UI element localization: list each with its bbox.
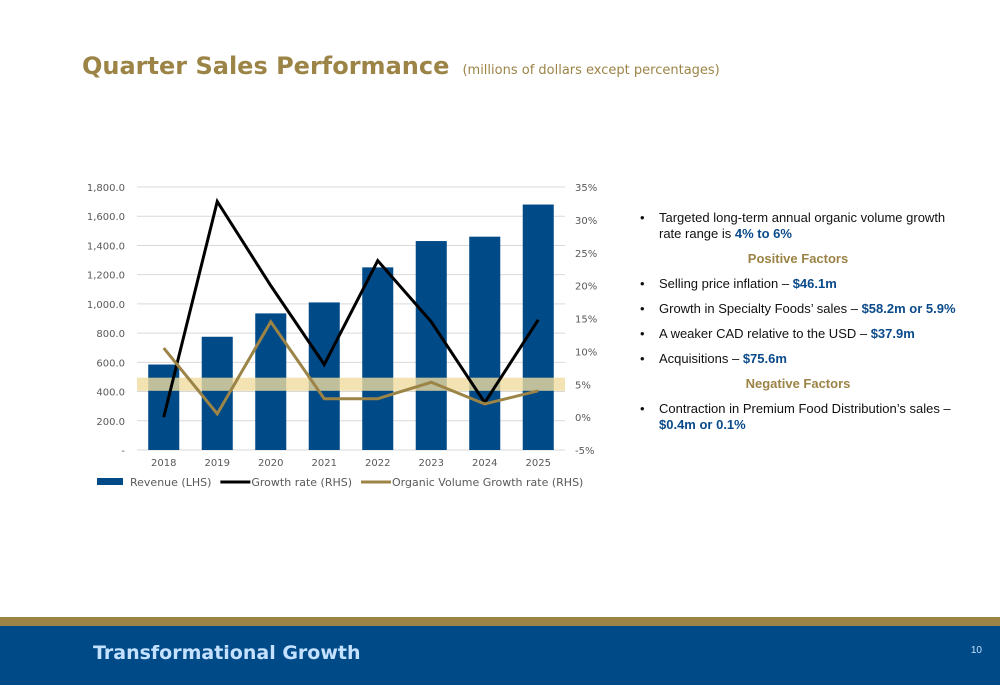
bullet-specialty-foods: • Growth in Specialty Foods’ sales – $58… <box>640 301 956 316</box>
legend-swatch <box>97 478 123 485</box>
revenue-bar <box>362 267 394 450</box>
right-axis-tick-label: 5% <box>575 380 591 391</box>
left-axis-tick-label: 1,400.0 <box>87 241 125 252</box>
bullet-target-range: • Targeted long-term annual organic volu… <box>640 210 946 241</box>
left-axis-tick-label: 800.0 <box>96 329 125 340</box>
x-axis-tick-label: 2019 <box>205 458 230 469</box>
right-axis-tick-label: -5% <box>575 446 594 457</box>
organic-growth-line <box>162 318 539 417</box>
x-axis-tick-label: 2022 <box>365 458 390 469</box>
legend-label: Organic Volume Growth rate (RHS) <box>392 476 583 489</box>
right-axis-tick-label: 10% <box>575 347 597 358</box>
left-axis-tick-label: 1,800.0 <box>87 183 125 194</box>
left-axis-tick-label: 600.0 <box>96 358 125 369</box>
footer-title: Transformational Growth <box>93 642 361 664</box>
page-number: 10 <box>970 645 982 656</box>
revenue-bar <box>469 236 501 450</box>
x-axis-tick-label: 2020 <box>258 458 283 469</box>
legend-label: Revenue (LHS) <box>130 476 211 489</box>
left-axis-tick-label: 400.0 <box>96 388 125 399</box>
target-range-band <box>137 377 565 391</box>
revenue-bar <box>308 302 340 450</box>
commentary-panel: • Targeted long-term annual organic volu… <box>638 210 958 442</box>
growth-rate-line <box>162 197 540 418</box>
title-block: Quarter Sales Performance (millions of d… <box>82 52 720 80</box>
x-axis-tick-label: 2025 <box>526 458 551 469</box>
x-axis-tick-label: 2021 <box>312 458 337 469</box>
right-axis-tick-label: 15% <box>575 315 597 326</box>
right-axis-tick-label: 20% <box>575 282 597 293</box>
revenue-bar <box>415 241 447 450</box>
negative-factors-heading: Negative Factors <box>745 376 851 391</box>
left-axis-tick-label: 1,200.0 <box>87 271 125 282</box>
x-axis-tick-label: 2023 <box>419 458 444 469</box>
left-axis-tick-label: 200.0 <box>96 417 125 428</box>
revenue-bar <box>522 204 554 450</box>
right-axis-tick-label: 30% <box>575 216 597 227</box>
bullet-weaker-cad: • A weaker CAD relative to the USD – $37… <box>640 326 915 341</box>
sales-chart: - 200.0 400.0 600.0 800.0 1,000.0 1,200.0 1,400… <box>87 183 597 489</box>
page-subtitle: (millions of dollars except percentages) <box>462 63 720 78</box>
right-axis-tick-label: 0% <box>575 413 591 424</box>
bullet-premium-food-contraction: • Contraction in Premium Food Distributi… <box>640 401 951 432</box>
footer-bar: Transformational Growth 10 <box>0 626 1000 685</box>
page-title: Quarter Sales Performance <box>82 52 450 80</box>
left-axis-tick-label: 1,600.0 <box>87 212 125 223</box>
right-axis-tick-label: 25% <box>575 249 597 260</box>
left-axis-tick-label: - <box>121 446 125 457</box>
footer-accent-band <box>0 617 1000 626</box>
right-axis-tick-label: 35% <box>575 183 597 194</box>
x-axis-tick-label: 2024 <box>472 458 497 469</box>
positive-factors-heading: Positive Factors <box>747 251 849 266</box>
left-axis-tick-label: 1,000.0 <box>87 300 125 311</box>
legend-label: Growth rate (RHS) <box>251 476 352 489</box>
x-axis-tick-label: 2018 <box>151 458 176 469</box>
bullet-price-inflation: • Selling price inflation – $46.1m <box>640 276 837 291</box>
bullet-acquisitions: • Acquisitions – $75.6m <box>640 351 787 366</box>
